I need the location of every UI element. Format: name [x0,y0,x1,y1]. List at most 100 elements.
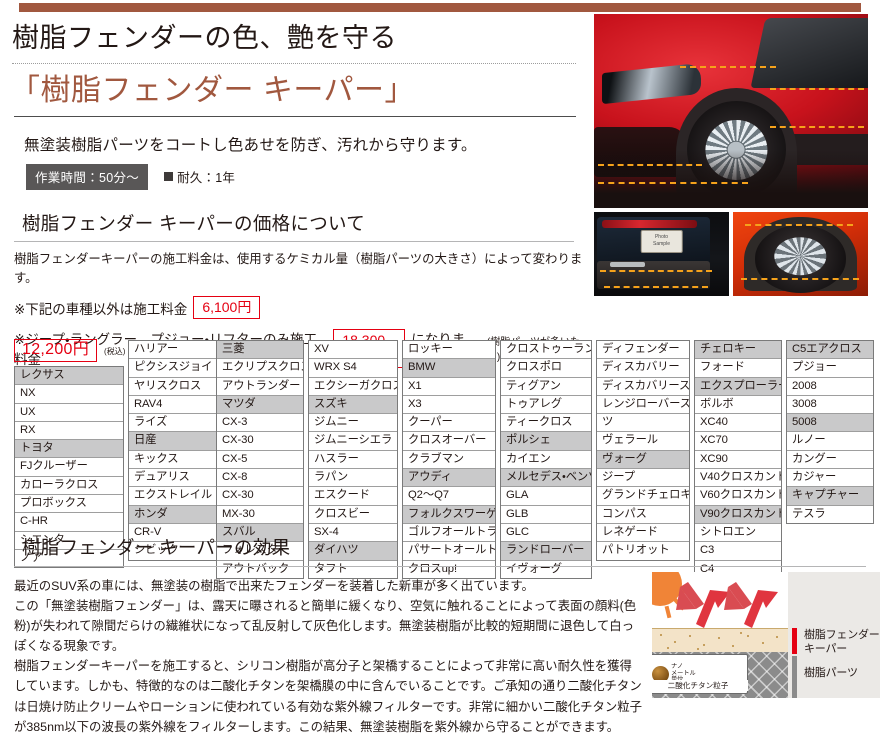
vehicle-model-row: ラパン [309,469,397,488]
spec-badge-row: 作業時間：50分〜 耐久：1年 [26,163,588,190]
vehicle-model-row: CX-30 [217,487,303,506]
vehicle-model-row: プジョー [787,359,873,378]
vehicle-brand-row: 三菱 [217,341,303,360]
orange-car-tire [754,225,847,293]
table-headline-price: 12,200円 (税込) [14,339,125,363]
keeper-layer-label-line1: 樹脂フェンダー [804,629,880,641]
vehicle-column-7: ディフェンダーディスカバリーディスカバリースポーツレンジローバースポーツヴェラー… [596,340,690,561]
keeper-layer-label-line2: キーパー [804,643,848,656]
vehicle-brand-row: エクスプローラー [695,377,781,396]
effects-paragraph: この「無塗装樹脂フェンダー」は、露天に曝されると簡単に緩くなり、空気に触れること… [14,599,637,654]
vehicle-model-row: ジムニー [309,414,397,433]
vehicle-brand-row: スズキ [309,395,397,415]
vehicle-model-row: XC40 [695,414,781,433]
vehicle-brand-row: ランドローバー [501,542,591,561]
vehicle-brand-row: V90クロスカントリー [695,505,781,524]
uv-arrow-incoming-2 [724,582,752,610]
photo-vignette [594,149,868,208]
title-divider-solid [14,115,576,117]
vehicle-model-row: カイエン [501,450,591,470]
vehicle-model-row: ライズ [129,414,219,433]
vehicle-model-row: V40クロスカントリー [695,469,781,488]
vehicle-model-row: ディスカバリー [597,359,689,378]
vehicle-list: C5エアクロス プジョー 2008 3008 5008 ルノー カングー カジャー キャプチャー… [786,340,874,524]
vehicle-model-row: FJクルーザー [15,458,123,477]
vehicle-model-row: シエンタ [15,531,123,550]
vehicle-list: チェロキー フォード エクスプローラー ボルボ XC40 XC70 XC90 V40クロスカン… [694,340,782,579]
resin-layer-brace [792,656,797,698]
vehicle-model-row: フォレスター [217,542,303,561]
price-note: 樹脂フェンダーキーパーの施工料金は、使用するケミカル量（樹脂パーツの大きさ）によ… [14,251,583,285]
vehicle-model-row: X3 [403,395,495,415]
vehicle-brand-row: チェロキー [695,341,781,360]
vehicle-column-9: C5エアクロス プジョー 2008 3008 5008 ルノー カングー カジャー キャプチャー… [786,340,874,524]
vehicle-brand-row: 5008 [787,414,873,433]
photo-orange-fender [733,212,868,296]
vehicle-model-row: SX-4 [309,523,397,543]
effects-paragraph: 最近のSUV系の車には、無塗装の樹脂で出来たフェンダーを装着した新車が多く出てい… [14,579,534,593]
nano-scale-label: ナノ メートル 単位 [671,664,696,684]
vehicle-model-row: GLA [501,487,591,506]
uv-arrow-outgoing-2 [744,590,778,628]
resin-part-outline-front [598,164,702,166]
orange-resin-outline-top [745,224,853,226]
vehicle-model-row: C-HR [15,513,123,532]
uv-arrow-incoming-1 [676,582,704,610]
product-lead-text: 無塗装樹脂パーツをコートし色あせを防ぎ、汚れから守ります。 [24,136,477,154]
keeper-layer-label: 樹脂フェンダー キーパー [804,628,880,656]
vehicle-brand-row: トヨタ [15,440,123,459]
vehicle-model-row: アウトランダー [217,377,303,396]
bullet-square-icon [164,172,174,182]
vehicle-model-row: クロスポロ [501,359,591,378]
resin-part-outline-lower [598,182,748,184]
vehicle-model-row: グランドチェロキー [597,487,689,506]
vehicle-brand-row: レクサス [15,367,123,386]
uv-text-1: UV [685,609,696,621]
diagram-illustration: UV UV [652,572,788,698]
nano-label-line1: ナノ [671,663,684,671]
vehicle-list: クロストゥーラン クロスポロ ティグアン トゥアレグ ティークロス ポルシェ カイエン メルセ… [500,340,592,579]
vehicle-brand-row: 日産 [129,432,219,451]
orange-resin-outline-bottom [741,278,859,280]
vehicle-column-8: チェロキー フォード エクスプローラー ボルボ XC40 XC70 XC90 V40クロスカン… [694,340,782,579]
price-row-standard: ※下記の車種以外は施工料金 6,100円 [14,296,588,320]
vehicle-model-row: カローラクロス [15,476,123,496]
photo-rear-bumper: Photo Sample [594,212,729,296]
vehicle-model-row: ロッキー [403,341,495,360]
vehicle-model-row: ジープ [597,469,689,488]
vehicle-brand-row: キャプチャー [787,487,873,506]
vehicle-model-row: イヴォーグ [501,560,591,578]
vehicle-model-row: パサートオールトラック [403,542,495,561]
license-plate: Photo Sample [640,230,683,253]
vehicle-model-row: ヴェラール [597,432,689,451]
vehicle-model-row: ティグアン [501,377,591,396]
nano-label-line3: 単位 [671,677,696,684]
vehicle-model-row: CX-8 [217,469,303,488]
vehicle-model-row: GLC [501,523,591,543]
tio2-particle-caption: 二酸化チタン粒子 [652,680,748,691]
vehicle-brand-row: マツダ [217,395,303,415]
vehicle-brand-row: ポルシェ [501,432,591,451]
vehicle-model-row: CR-V [129,523,219,543]
vehicle-model-row: カジャー [787,469,873,488]
vehicle-model-row: CX-3 [217,414,303,433]
photo-gallery: Photo Sample [594,14,868,296]
page-title: 樹脂フェンダーの色、艶を守る [12,23,397,53]
vehicle-brand-row: メルセデス・ベンツ [501,469,591,488]
photo-secondary-row: Photo Sample [594,212,868,296]
price-standard-value: 6,100円 [193,296,261,320]
vehicle-model-row: Q2〜Q7 [403,487,495,506]
vehicle-model-row: クロスビー [309,505,397,524]
effects-section-divider [14,566,866,567]
vehicle-model-row: クロストゥーラン [501,341,591,360]
rear-resin-outline [600,270,712,272]
vehicle-model-row: WRX S4 [309,359,397,378]
vehicle-model-row: フォード [695,359,781,378]
vehicle-model-row: コンパス [597,505,689,524]
price-section-divider [14,240,574,242]
resin-part-outline-side [770,88,864,90]
vehicle-price-table: 12,200円 (税込) レクサス NX UX RX トヨタ FJクルーザー カローラクロス… [0,336,880,579]
vehicle-model-row: パトリオット [597,542,689,560]
price-row-standard-prefix: ※下記の車種以外は施工料金 [14,301,188,317]
